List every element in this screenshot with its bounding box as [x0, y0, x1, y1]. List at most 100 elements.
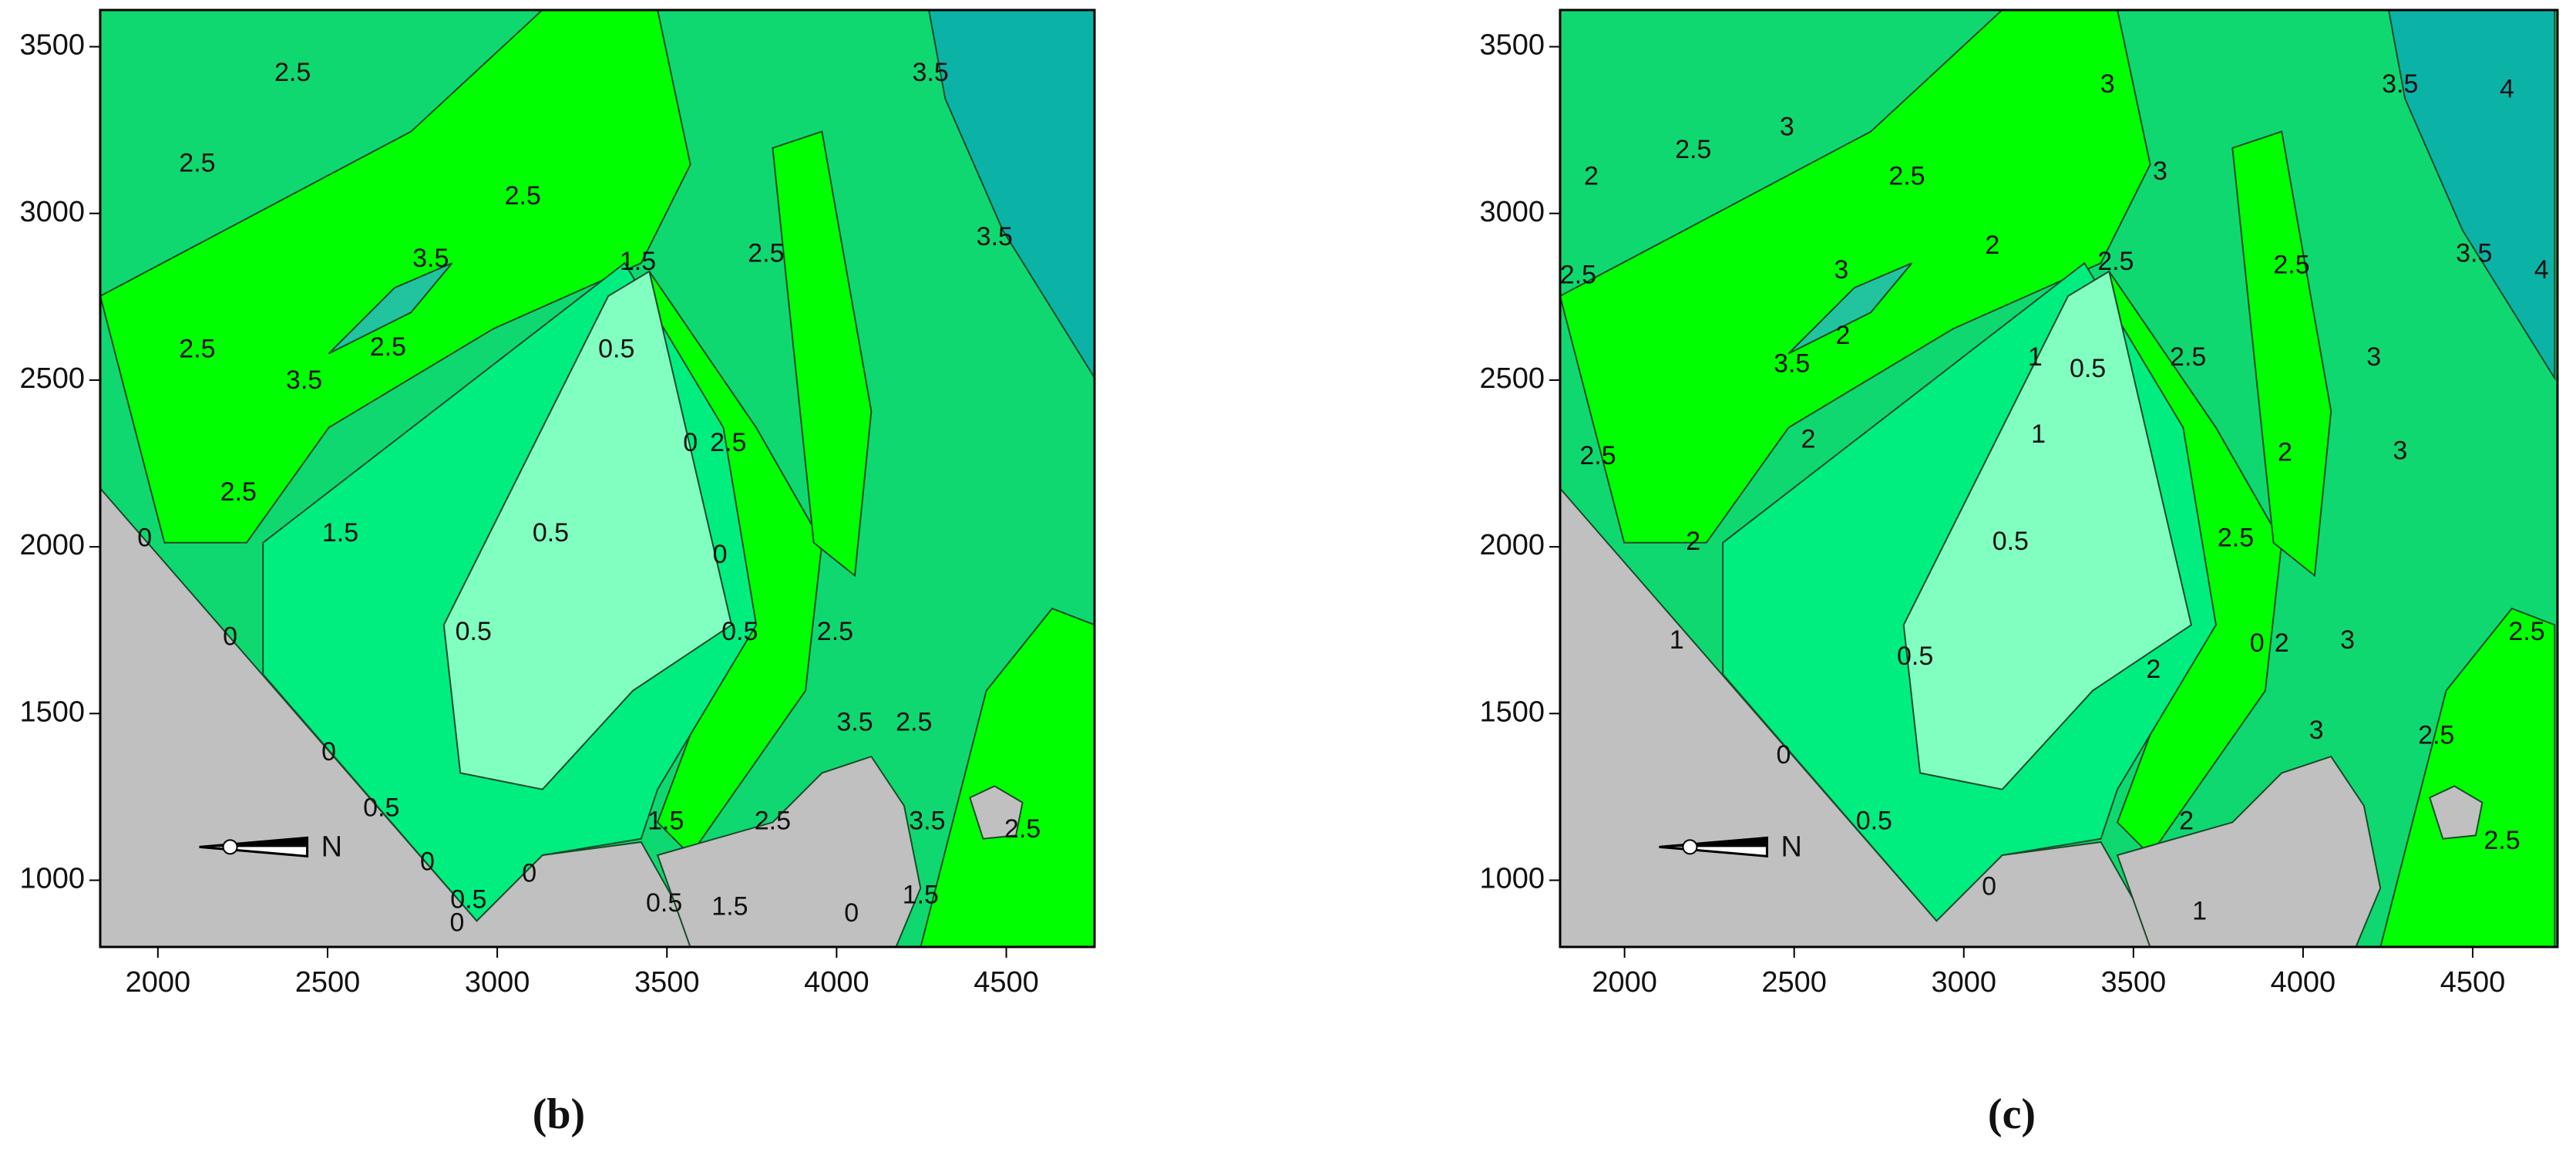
contour-label: 3 — [2153, 157, 2167, 186]
contour-label: 1.5 — [620, 247, 656, 276]
contour-label: 0.5 — [533, 518, 569, 547]
x-tick-label: 4500 — [974, 966, 1039, 999]
contour-label: 1.5 — [711, 891, 748, 921]
panel: 2.52.52.53.53.53.5 1.5 2.52.53.52.5 0.50 2.5… — [19, 8, 1096, 1138]
compass-label: N — [1781, 831, 1801, 863]
contour-label: 2 — [1686, 527, 1700, 556]
contour-label: 0 — [2250, 628, 2265, 658]
contour-label: 2.5 — [2508, 617, 2544, 646]
y-tick-label: 2000 — [1479, 529, 1545, 561]
compass-label: N — [321, 831, 342, 863]
contour-label: 3.5 — [1774, 349, 1810, 378]
contour-label: 1.5 — [647, 806, 684, 835]
contour-label: 3 — [2366, 342, 2381, 372]
y-tick-label: 1000 — [19, 863, 85, 895]
plot-area: 2.52.52.53.53.53.5 1.5 2.52.53.52.5 0.50 2.5… — [100, 10, 1095, 947]
contour-label: 2.5 — [710, 428, 746, 457]
x-tick-label: 4000 — [2271, 966, 2336, 999]
contour-label: 1 — [2028, 342, 2043, 372]
contour-label: 0.5 — [1897, 642, 1933, 671]
x-tick-label: 4000 — [804, 966, 869, 999]
plot-area: 3 2 2.5 2.5 3 3.5 4 3 2 3.5 4 2.5 2.5 2.5 3 2 1 0.5 2.5 3 3.… — [1560, 10, 2558, 947]
contour-region — [1560, 10, 2151, 544]
contour-label: 1.5 — [903, 880, 939, 909]
contour-region — [928, 10, 1095, 379]
contour-label: 2 — [1584, 161, 1599, 190]
x-tick-label: 2500 — [295, 966, 361, 999]
contour-region — [920, 607, 1095, 947]
contour-label: 0 — [713, 540, 728, 569]
contour-region — [1560, 487, 2184, 947]
contour-label: 2.5 — [274, 58, 311, 87]
contour-label: 3.5 — [2456, 239, 2492, 268]
contour-label: 0.5 — [456, 617, 492, 646]
x-tick-label: 2500 — [1761, 966, 1827, 999]
contour-region — [1902, 270, 2193, 790]
contour-label: 3 — [2309, 716, 2324, 745]
x-tick-label: 3500 — [634, 966, 700, 999]
panel-label: (c) — [1988, 1090, 2036, 1138]
contour-label: 0.5 — [450, 885, 486, 915]
y-tick-label: 3500 — [1479, 29, 1545, 62]
contour-label: 3 — [2393, 436, 2407, 465]
plot-frame — [1559, 8, 2559, 948]
contour-region — [442, 270, 733, 790]
contour-label: 3 — [2100, 69, 2115, 99]
contour-label: 0 — [1982, 872, 1996, 901]
contour-label: 1 — [1670, 625, 1684, 655]
contour-label: 2 — [2146, 655, 2161, 684]
panel: 3 2 2.5 2.5 3 3.5 4 3 2 3.5 4 2.5 2.5 2.5 3 2 1 0.5 2.5 3 3.… — [1479, 8, 2559, 1138]
contour-region — [2116, 755, 2382, 947]
contour-region — [969, 785, 1024, 840]
contour-label: 3.5 — [909, 806, 945, 835]
compass-dot — [1682, 839, 1698, 855]
contour-label: 1 — [2192, 897, 2207, 926]
contour-region — [2231, 130, 2332, 578]
contour-label: 0 — [223, 622, 237, 651]
contour-label: 2 — [1801, 425, 1816, 454]
contour-label: 3.5 — [977, 222, 1013, 251]
contour-region — [1787, 262, 1913, 355]
contour-label: 2.5 — [2097, 247, 2134, 276]
contour-region — [656, 755, 922, 947]
contour-label: 2.5 — [1888, 161, 1925, 190]
contour-label: 2.5 — [1004, 814, 1041, 844]
compass-dot — [222, 839, 238, 855]
contour-label: 2.5 — [748, 239, 784, 268]
contour-label: 3 — [1780, 112, 1794, 141]
contour-label: 2.5 — [1560, 260, 1596, 289]
y-tick-label: 3500 — [19, 29, 85, 62]
contour-label: 2.5 — [2418, 720, 2454, 750]
contour-label: 0.5 — [721, 617, 758, 646]
x-tick-label: 3000 — [465, 966, 530, 999]
contour-label: 2 — [2179, 806, 2194, 835]
contour-label: 3.5 — [2382, 69, 2418, 99]
contour-region — [328, 262, 453, 355]
contour-label: 0 — [321, 737, 336, 766]
contour-region — [2387, 10, 2556, 381]
contour-label: 0 — [683, 428, 698, 457]
contour-label: 0 — [1777, 740, 1791, 770]
contour-label: 1 — [2031, 419, 2046, 449]
contour-label: 2 — [1985, 231, 1999, 260]
contour-label: 2.5 — [2484, 826, 2520, 855]
contour-label: 2.5 — [1579, 441, 1616, 470]
contour-label: 2 — [1835, 321, 1850, 350]
y-tick-label: 1500 — [19, 696, 85, 728]
contour-label: 2.5 — [505, 181, 541, 211]
contour-label: 0.5 — [1856, 806, 1892, 835]
contour-label: 3 — [2340, 625, 2355, 655]
contour-label: 0 — [420, 847, 435, 877]
contour-label: 0 — [449, 908, 464, 938]
contour-label: 2.5 — [817, 617, 853, 646]
contour-label: 2 — [2275, 628, 2289, 658]
contour-label: 0 — [844, 898, 859, 928]
contour-label: 2.5 — [179, 334, 215, 363]
contour-region — [2379, 607, 2556, 947]
contour-label: 2.5 — [1675, 135, 1711, 164]
y-tick-label: 3000 — [19, 196, 85, 228]
contour-label: 2.5 — [2273, 250, 2309, 279]
contour-label: 2.5 — [2218, 524, 2254, 553]
x-tick-label: 3000 — [1931, 966, 1996, 999]
x-tick-label: 3500 — [2101, 966, 2167, 999]
